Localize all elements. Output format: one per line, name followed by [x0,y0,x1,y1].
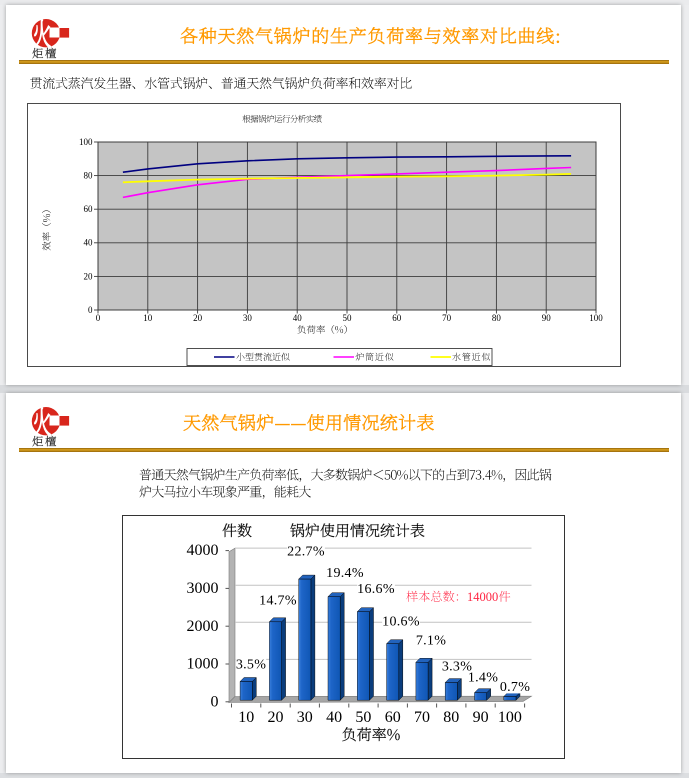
svg-text:80: 80 [492,313,502,323]
svg-text:100: 100 [498,709,522,726]
svg-text:100: 100 [589,313,603,323]
svg-text:0.7%: 0.7% [500,680,530,695]
svg-text:30: 30 [243,313,253,323]
svg-text:16.6%: 16.6% [357,582,395,597]
svg-text:20: 20 [193,313,203,323]
svg-text:22.7%: 22.7% [287,545,325,560]
svg-text:1000: 1000 [187,656,219,673]
svg-text:100: 100 [79,137,93,147]
svg-text:2000: 2000 [187,618,219,635]
svg-text:50: 50 [355,709,371,726]
svg-text:0: 0 [96,313,101,323]
svg-text:10.6%: 10.6% [382,615,420,630]
svg-text:14000: 14000 [467,590,498,604]
svg-text:90: 90 [542,313,552,323]
svg-text:3.3%: 3.3% [442,660,472,675]
svg-text:60: 60 [392,313,402,323]
svg-text:70: 70 [442,313,452,323]
svg-text:0: 0 [88,305,93,315]
svg-text:40: 40 [326,709,342,726]
svg-text:3000: 3000 [187,580,219,597]
svg-text:30: 30 [297,709,313,726]
svg-text:14.7%: 14.7% [259,593,297,608]
svg-text:10: 10 [238,709,254,726]
svg-text:7.1%: 7.1% [416,634,446,649]
svg-text:80: 80 [84,171,94,181]
svg-text:19.4%: 19.4% [326,566,364,581]
svg-text:3.5%: 3.5% [236,657,266,672]
svg-text:4000: 4000 [187,542,219,559]
svg-text:20: 20 [84,271,94,281]
svg-text:60: 60 [385,709,401,726]
svg-text:10: 10 [143,313,153,323]
svg-text:40: 40 [293,313,303,323]
svg-text:80: 80 [443,709,459,726]
svg-text:70: 70 [414,709,430,726]
svg-text:50: 50 [343,313,353,323]
svg-text:1.4%: 1.4% [468,671,498,686]
svg-text:0: 0 [211,693,219,710]
svg-text:20: 20 [268,709,284,726]
svg-text:90: 90 [473,709,489,726]
svg-text:40: 40 [84,238,94,248]
svg-text:60: 60 [84,204,94,214]
